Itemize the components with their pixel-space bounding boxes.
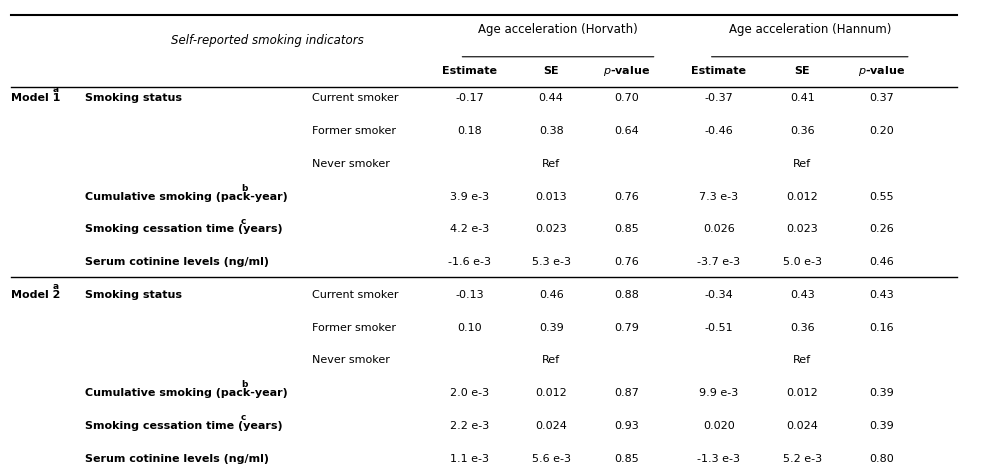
Text: Estimate: Estimate (692, 66, 746, 75)
Text: 5.3 e-3: 5.3 e-3 (532, 257, 571, 267)
Text: Smoking cessation time (years): Smoking cessation time (years) (85, 224, 283, 234)
Text: Smoking status: Smoking status (85, 290, 182, 300)
Text: 9.9 e-3: 9.9 e-3 (699, 388, 738, 398)
Text: 0.85: 0.85 (615, 454, 639, 464)
Text: Serum cotinine levels (ng/ml): Serum cotinine levels (ng/ml) (85, 454, 269, 464)
Text: 0.93: 0.93 (615, 421, 639, 431)
Text: 0.39: 0.39 (868, 421, 893, 431)
Text: -0.46: -0.46 (704, 126, 733, 136)
Text: 0.46: 0.46 (868, 257, 893, 267)
Text: 0.87: 0.87 (615, 388, 639, 398)
Text: 0.026: 0.026 (702, 224, 734, 234)
Text: 0.024: 0.024 (535, 421, 567, 431)
Text: -0.13: -0.13 (455, 290, 484, 300)
Text: -0.51: -0.51 (704, 322, 733, 333)
Text: Never smoker: Never smoker (312, 159, 389, 169)
Text: 0.012: 0.012 (786, 192, 818, 202)
Text: 7.3 e-3: 7.3 e-3 (700, 192, 738, 202)
Text: 0.024: 0.024 (786, 421, 818, 431)
Text: $p$-value: $p$-value (858, 63, 905, 78)
Text: 0.012: 0.012 (786, 388, 818, 398)
Text: 0.76: 0.76 (615, 192, 639, 202)
Text: 0.39: 0.39 (868, 388, 893, 398)
Text: 0.36: 0.36 (790, 126, 815, 136)
Text: 0.18: 0.18 (457, 126, 482, 136)
Text: 0.38: 0.38 (538, 126, 563, 136)
Text: 0.88: 0.88 (615, 290, 639, 300)
Text: 5.6 e-3: 5.6 e-3 (532, 454, 571, 464)
Text: 0.79: 0.79 (615, 322, 639, 333)
Text: 2.0 e-3: 2.0 e-3 (450, 388, 489, 398)
Text: Estimate: Estimate (442, 66, 497, 75)
Text: Former smoker: Former smoker (312, 322, 396, 333)
Text: SE: SE (794, 66, 810, 75)
Text: Serum cotinine levels (ng/ml): Serum cotinine levels (ng/ml) (85, 257, 269, 267)
Text: 0.41: 0.41 (790, 93, 815, 103)
Text: 0.70: 0.70 (615, 93, 639, 103)
Text: 2.2 e-3: 2.2 e-3 (450, 421, 489, 431)
Text: Age acceleration (Horvath): Age acceleration (Horvath) (478, 22, 638, 35)
Text: 1.1 e-3: 1.1 e-3 (450, 454, 489, 464)
Text: 0.37: 0.37 (868, 93, 893, 103)
Text: Ref: Ref (542, 159, 560, 169)
Text: $p$-value: $p$-value (604, 63, 651, 78)
Text: Age acceleration (Hannum): Age acceleration (Hannum) (728, 22, 891, 35)
Text: b: b (241, 380, 247, 390)
Text: Ref: Ref (542, 356, 560, 365)
Text: c: c (241, 217, 246, 226)
Text: c: c (241, 413, 246, 422)
Text: 5.0 e-3: 5.0 e-3 (782, 257, 822, 267)
Text: Ref: Ref (793, 159, 811, 169)
Text: Smoking status: Smoking status (85, 93, 182, 103)
Text: Former smoker: Former smoker (312, 126, 396, 136)
Text: -1.6 e-3: -1.6 e-3 (448, 257, 491, 267)
Text: -1.3 e-3: -1.3 e-3 (698, 454, 740, 464)
Text: Ref: Ref (793, 356, 811, 365)
Text: 5.2 e-3: 5.2 e-3 (782, 454, 822, 464)
Text: Smoking cessation time (years): Smoking cessation time (years) (85, 421, 283, 431)
Text: 0.64: 0.64 (615, 126, 639, 136)
Text: 0.43: 0.43 (790, 290, 815, 300)
Text: Model 2: Model 2 (11, 290, 60, 300)
Text: Current smoker: Current smoker (312, 93, 398, 103)
Text: 0.20: 0.20 (868, 126, 893, 136)
Text: 0.76: 0.76 (615, 257, 639, 267)
Text: SE: SE (543, 66, 559, 75)
Text: -0.37: -0.37 (704, 93, 733, 103)
Text: 0.44: 0.44 (538, 93, 563, 103)
Text: b: b (241, 184, 247, 193)
Text: 0.85: 0.85 (615, 224, 639, 234)
Text: 0.43: 0.43 (868, 290, 893, 300)
Text: Cumulative smoking (pack-year): Cumulative smoking (pack-year) (85, 388, 288, 398)
Text: 4.2 e-3: 4.2 e-3 (450, 224, 489, 234)
Text: 0.023: 0.023 (786, 224, 818, 234)
Text: Model 1: Model 1 (11, 93, 60, 103)
Text: 0.023: 0.023 (535, 224, 567, 234)
Text: 0.46: 0.46 (538, 290, 563, 300)
Text: 0.012: 0.012 (535, 388, 567, 398)
Text: 0.16: 0.16 (868, 322, 893, 333)
Text: 0.39: 0.39 (538, 322, 563, 333)
Text: Never smoker: Never smoker (312, 356, 389, 365)
Text: Self-reported smoking indicators: Self-reported smoking indicators (171, 34, 364, 47)
Text: Current smoker: Current smoker (312, 290, 398, 300)
Text: 0.36: 0.36 (790, 322, 815, 333)
Text: 0.10: 0.10 (457, 322, 482, 333)
Text: 0.80: 0.80 (868, 454, 893, 464)
Text: -0.34: -0.34 (704, 290, 733, 300)
Text: 0.013: 0.013 (535, 192, 567, 202)
Text: a: a (52, 85, 58, 95)
Text: -0.17: -0.17 (455, 93, 484, 103)
Text: -3.7 e-3: -3.7 e-3 (698, 257, 740, 267)
Text: 0.020: 0.020 (702, 421, 734, 431)
Text: a: a (52, 282, 58, 291)
Text: 0.26: 0.26 (868, 224, 893, 234)
Text: 3.9 e-3: 3.9 e-3 (450, 192, 489, 202)
Text: 0.55: 0.55 (868, 192, 893, 202)
Text: Cumulative smoking (pack-year): Cumulative smoking (pack-year) (85, 192, 288, 202)
